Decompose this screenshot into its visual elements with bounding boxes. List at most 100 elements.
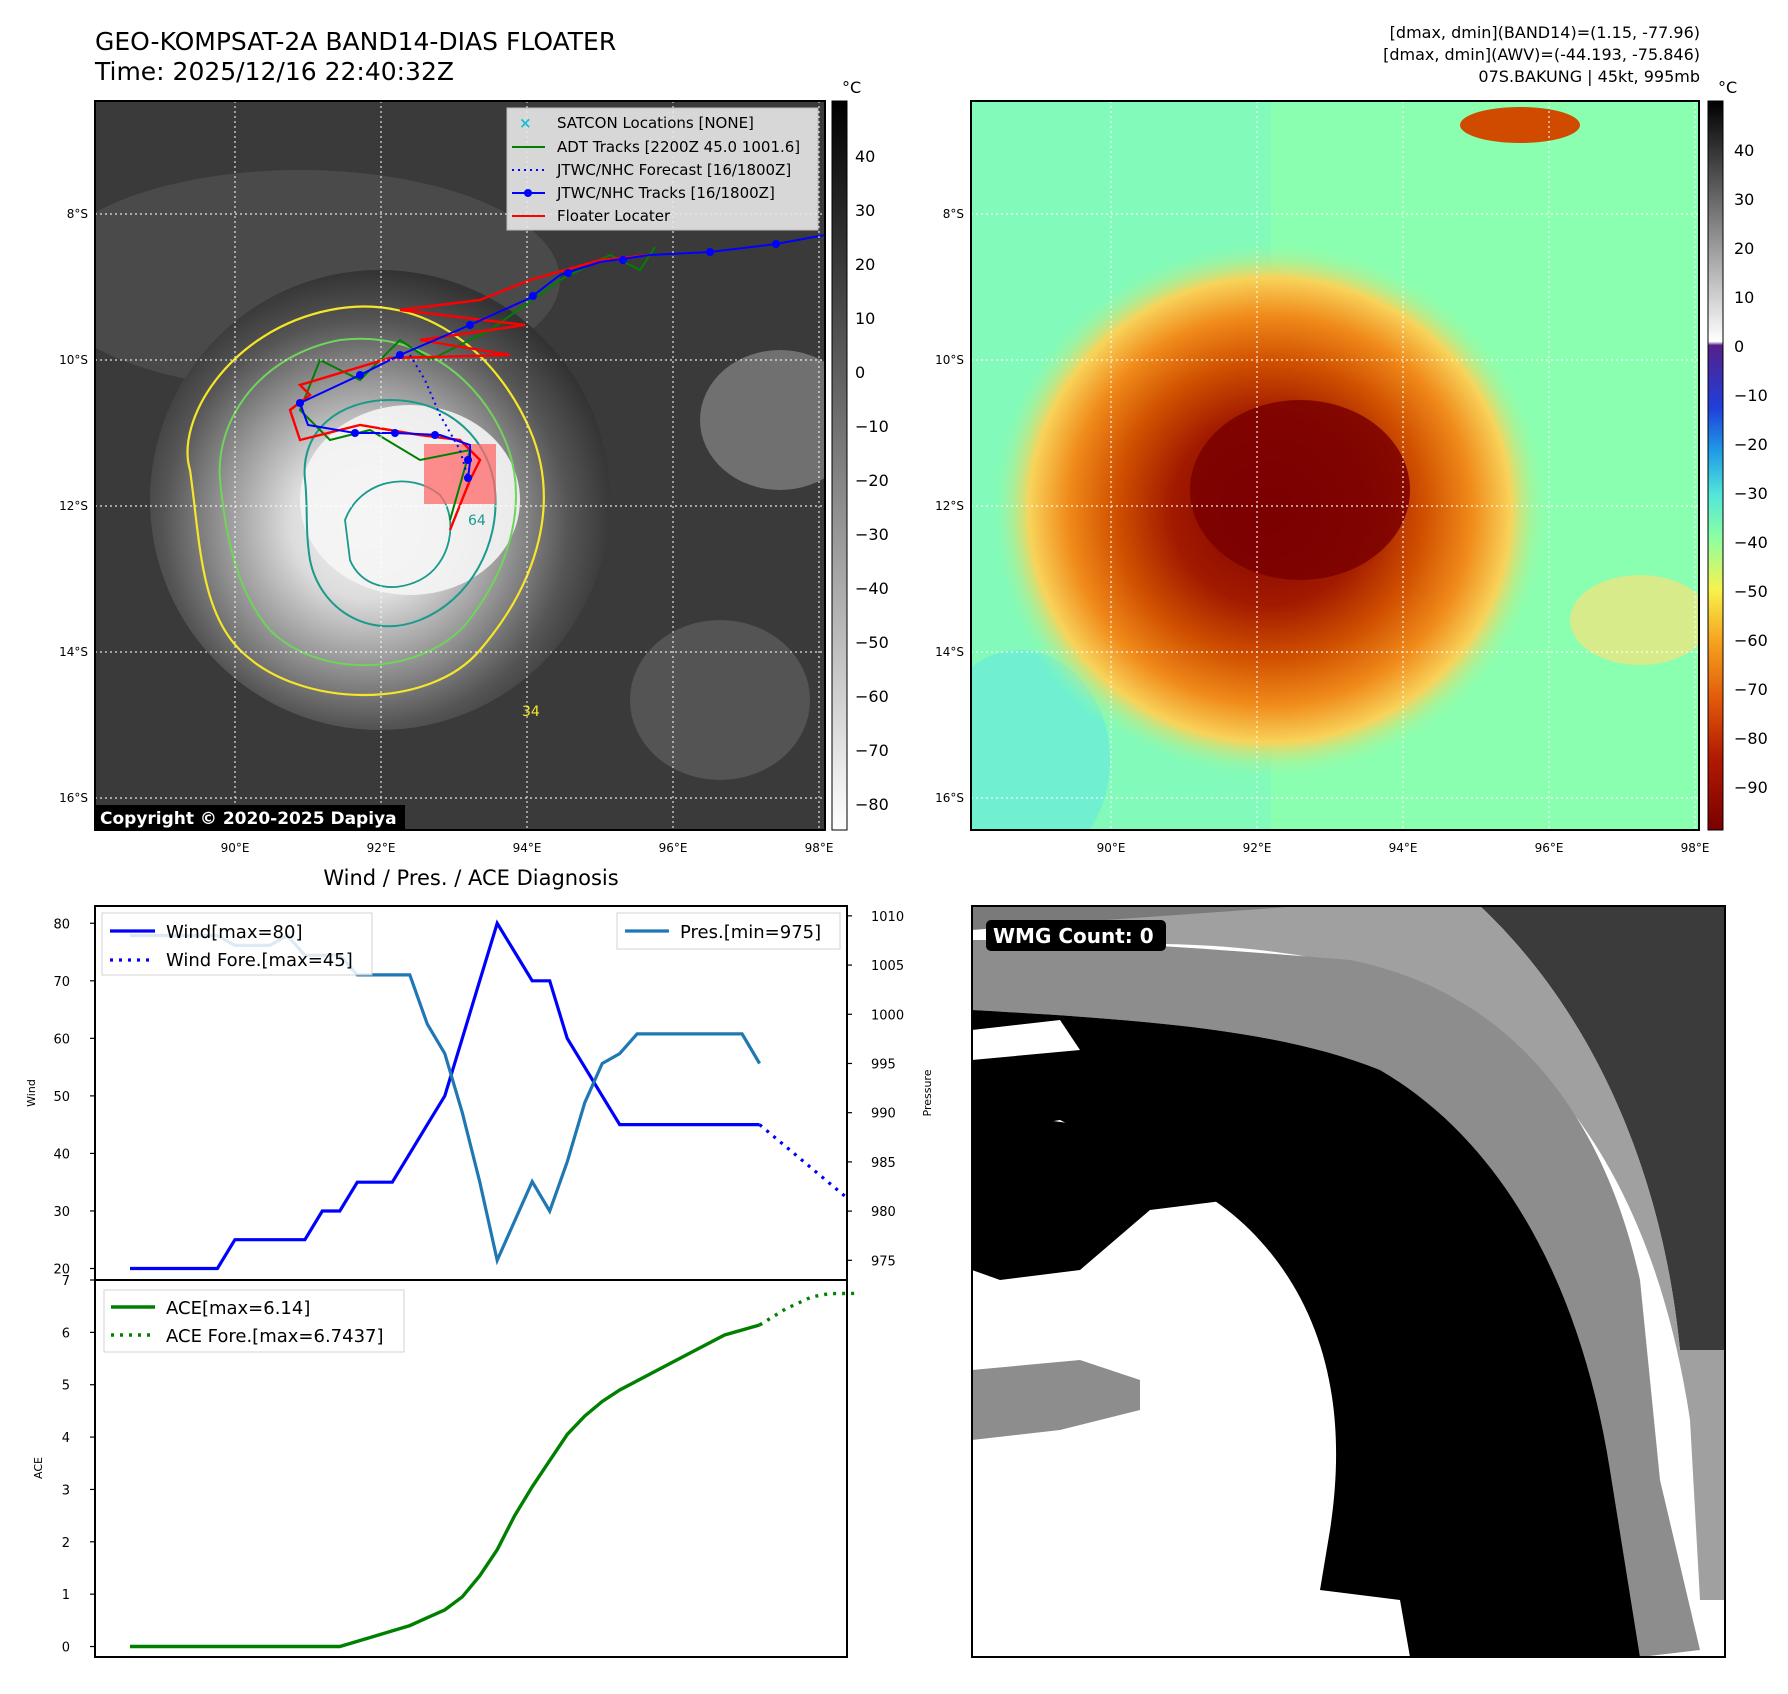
colorbar-gray-tick: 10 bbox=[855, 309, 875, 328]
ir-map-panel: 64 34 bbox=[59, 100, 834, 855]
colorbar-gray-tick: 30 bbox=[855, 201, 875, 220]
ir-lon-label: 90°E bbox=[221, 841, 250, 855]
wmg-band-darkgray bbox=[1480, 906, 1725, 1350]
ir-lon-label: 98°E bbox=[805, 841, 834, 855]
diagnosis-title: Wind / Pres. / ACE Diagnosis bbox=[323, 866, 618, 890]
ir-lon-label: 94°E bbox=[513, 841, 542, 855]
wmg-count-box bbox=[986, 920, 1166, 951]
colorbar-color-tick: −40 bbox=[1734, 533, 1768, 552]
color-lat-label: 10°S bbox=[935, 353, 964, 367]
pressure-legend: Pres.[min=975] bbox=[616, 912, 841, 950]
wmg-frame bbox=[971, 905, 1726, 1658]
ace-y-tick-label: 7 bbox=[62, 1274, 70, 1289]
ace-y-tick-label: 0 bbox=[62, 1641, 70, 1656]
info-line-1: [dmax, dmin](BAND14)=(1.15, -77.96) bbox=[1390, 23, 1700, 42]
ace-legend-label: ACE[max=6.14] bbox=[166, 1298, 310, 1319]
color-lat-label: 14°S bbox=[935, 645, 964, 659]
pressure-y-tick-label: 1010 bbox=[871, 910, 904, 925]
colorbar-color-tick: −50 bbox=[1734, 582, 1768, 601]
ace-y-tick-label: 1 bbox=[62, 1588, 70, 1603]
ir-lon-label: 92°E bbox=[367, 841, 396, 855]
color-lon-label: 94°E bbox=[1389, 841, 1418, 855]
ace-axis-label: ACE bbox=[32, 1457, 45, 1479]
colorbar-color-unit: °C bbox=[1718, 78, 1737, 97]
wind-fore-legend-label: Wind Fore.[max=45] bbox=[166, 950, 353, 971]
ace-legend: ACE[max=6.14] ACE Fore.[max=6.7437] bbox=[103, 1289, 405, 1353]
wmg-band-lightgray-west bbox=[972, 940, 1700, 1657]
info-line-3: 07S.BAKUNG | 45kt, 995mb bbox=[1478, 67, 1700, 86]
colorbar-color-ticks: 40 30 20 10 0 −10 −20 −30 −40 −50 −60 −7… bbox=[1734, 141, 1768, 797]
colorbar-gray-ticks: 40 30 20 10 0 −10 −20 −30 −40 −50 −60 −7… bbox=[855, 147, 889, 814]
color-lat-label: 12°S bbox=[935, 499, 964, 513]
colorbar-color-tick: −90 bbox=[1734, 778, 1768, 797]
wmg-panel: WMG Count: 0 bbox=[971, 905, 1726, 1658]
wind-y-tick-label: 50 bbox=[53, 1090, 70, 1105]
pressure-legend-label: Pres.[min=975] bbox=[680, 922, 821, 943]
colorbar-color-tick: −70 bbox=[1734, 680, 1768, 699]
ir-cloud-southeast bbox=[630, 620, 810, 780]
color-lat-label: 16°S bbox=[935, 791, 964, 805]
colorbar-gray-bar bbox=[831, 100, 848, 831]
color-lon-label: 98°E bbox=[1681, 841, 1710, 855]
colorbar-gray-tick: −70 bbox=[855, 741, 889, 760]
wind-y-tick-label: 80 bbox=[53, 917, 70, 932]
legend-satcon-marker: × bbox=[519, 114, 532, 132]
ace-y-tick-label: 3 bbox=[62, 1483, 70, 1498]
wind-y-tick-label: 40 bbox=[53, 1147, 70, 1162]
color-lon-label: 96°E bbox=[1535, 841, 1564, 855]
ace-y-tick-label: 2 bbox=[62, 1536, 70, 1551]
wind-y-tick-label: 30 bbox=[53, 1205, 70, 1220]
wind-y-tick-label: 70 bbox=[53, 975, 70, 990]
color-top-patch bbox=[1460, 107, 1580, 143]
ace-chart: ACE 0 1 2 3 4 5 6 7 ACE[max=6.14] ACE Fore.[max… bbox=[32, 1274, 856, 1658]
contour-yellow bbox=[186, 305, 545, 697]
figure-time: Time: 2025/12/16 22:40:32Z bbox=[94, 57, 454, 86]
pressure-y-tick-label: 980 bbox=[871, 1205, 896, 1220]
wind-legend-box bbox=[101, 912, 373, 976]
wind-y-ticks: 20 30 40 50 60 70 80 bbox=[53, 917, 95, 1277]
legend-floater-label: Floater Locater bbox=[557, 207, 671, 225]
colorbar-gray-tick: −60 bbox=[855, 687, 889, 706]
wmg-black-west bbox=[972, 1110, 1230, 1280]
pressure-y-tick-label: 1000 bbox=[871, 1008, 904, 1023]
wmg-black-region bbox=[972, 1010, 1640, 1657]
copyright-text: Copyright © 2020-2025 Dapiya bbox=[100, 809, 397, 829]
pressure-y-ticks: 975 980 985 990 995 1000 1005 1010 bbox=[847, 910, 904, 1269]
ir-lat-label: 16°S bbox=[59, 791, 88, 805]
pressure-y-tick-label: 985 bbox=[871, 1156, 896, 1171]
pressure-y-tick-label: 1005 bbox=[871, 959, 904, 974]
jtwc-track bbox=[298, 234, 825, 479]
colorbar-gray-tick: −20 bbox=[855, 471, 889, 490]
colorbar-color-bar bbox=[1707, 100, 1724, 831]
colorbar-gray-tick: −80 bbox=[855, 795, 889, 814]
colorbar-gray-tick: 20 bbox=[855, 255, 875, 274]
color-lon-label: 92°E bbox=[1243, 841, 1272, 855]
colorbar-color-tick: 30 bbox=[1734, 190, 1754, 209]
ace-chart-frame bbox=[94, 1279, 848, 1658]
contour-lightgreen bbox=[218, 337, 517, 666]
colorbar-gray-unit: °C bbox=[842, 78, 861, 97]
wind-legend-label: Wind[max=80] bbox=[166, 922, 303, 943]
ace-y-tick-label: 5 bbox=[62, 1379, 70, 1394]
ace-legend-box bbox=[103, 1289, 405, 1353]
colorbar-color-tick: 10 bbox=[1734, 288, 1754, 307]
colorbar-color-tick: −20 bbox=[1734, 435, 1768, 454]
wind-y-tick-label: 60 bbox=[53, 1032, 70, 1047]
color-map-frame bbox=[970, 100, 1700, 831]
map-legend: × SATCON Locations [NONE] ADT Tracks [22… bbox=[506, 107, 819, 231]
colorbar-color: °C 40 30 20 10 0 −10 −20 −30 −40 −50 −60… bbox=[1707, 78, 1768, 831]
legend-adt-label: ADT Tracks [2200Z 45.0 1001.6] bbox=[557, 138, 800, 156]
ace-fore-legend-label: ACE Fore.[max=6.7437] bbox=[166, 1326, 384, 1347]
wind-y-tick-label: 20 bbox=[53, 1262, 70, 1277]
color-lat-label: 8°S bbox=[943, 207, 964, 221]
info-line-2: [dmax, dmin](AWV)=(-44.193, -75.846) bbox=[1383, 45, 1700, 64]
floater-locater-track bbox=[288, 253, 651, 531]
wind-series-line bbox=[130, 919, 760, 1271]
figure-title: GEO-KOMPSAT-2A BAND14-DIAS FLOATER bbox=[95, 27, 616, 56]
legend-tracks-label: JTWC/NHC Tracks [16/1800Z] bbox=[556, 184, 775, 202]
colorbar-gray-tick: −40 bbox=[855, 579, 889, 598]
color-map-panel: 8°S 10°S 12°S 14°S 16°S 90°E 92°E 94°E 9… bbox=[935, 100, 1710, 855]
contour-label-34: 34 bbox=[522, 704, 540, 720]
wind-legend: Wind[max=80] Wind Fore.[max=45] bbox=[101, 912, 373, 976]
